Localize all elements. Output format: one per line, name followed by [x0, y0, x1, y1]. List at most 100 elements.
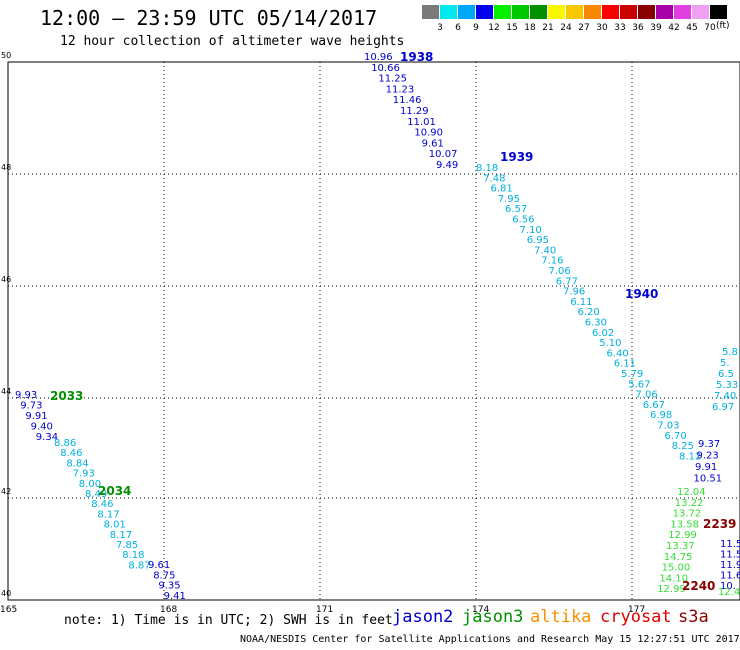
wave-height-value: 12.46	[718, 587, 740, 598]
wave-height-value: 12.99	[668, 530, 697, 541]
wave-height-value: 11.01	[407, 117, 436, 128]
legend-unit: (ft)	[716, 21, 730, 31]
wave-height-value: 5.81	[722, 347, 740, 358]
latitude-label: 46	[1, 275, 11, 284]
pass-id-label: 2240	[682, 579, 715, 593]
wave-height-value: 9.91	[695, 462, 717, 473]
wave-height-value: 8.18	[476, 163, 498, 174]
wave-height-value: 6.98	[650, 410, 672, 421]
legend-swatch-label: 15	[506, 23, 518, 33]
wave-height-value: 8.01	[104, 520, 126, 531]
wave-height-value: 9.41	[164, 591, 186, 602]
wave-height-value: 14.10	[659, 573, 688, 584]
wave-height-value: 8.12	[679, 451, 701, 462]
wave-height-value: 12.99	[657, 584, 686, 595]
wave-height-value: 8.49	[85, 489, 107, 500]
pass-id-label: 2239	[703, 517, 736, 531]
wave-height-value: 8.86	[54, 438, 76, 449]
wave-height-value: 11.5	[720, 539, 740, 550]
longitude-label: 174	[472, 605, 489, 615]
legend-swatch	[548, 5, 565, 19]
longitude-label: 165	[0, 605, 17, 615]
legend-jason2: jason2	[392, 607, 454, 627]
wave-height-value: 10.66	[371, 63, 400, 74]
wave-height-value: 9.35	[158, 581, 180, 592]
wave-height-value: 6.57	[505, 204, 527, 215]
legend-swatch	[530, 5, 547, 19]
legend-s3a: s3a	[678, 607, 709, 627]
pass-id-label: 1940	[625, 287, 658, 301]
map-title: 12:00 — 23:59 UTC 05/14/2017	[40, 6, 378, 30]
wave-height-value: 15.00	[662, 563, 691, 574]
wave-height-value: 7.96	[563, 287, 585, 298]
wave-height-value: 9.23	[697, 451, 719, 462]
wave-height-value: 7.03	[657, 421, 679, 432]
legend-swatch-label: 27	[578, 23, 590, 33]
legend-swatch	[512, 5, 529, 19]
wave-height-value: 8.17	[110, 530, 132, 541]
legend-swatch	[584, 5, 601, 19]
wave-height-value: 6.11	[570, 297, 592, 308]
wave-height-value: 5.	[720, 358, 730, 369]
wave-height-value: 6.81	[491, 184, 513, 195]
legend-jason3: jason3	[462, 607, 524, 627]
wave-height-value: 11.9	[720, 560, 740, 571]
legend-swatch	[458, 5, 475, 19]
wave-height-value: 8.18	[122, 550, 144, 561]
legend-swatch-label: 21	[542, 23, 554, 33]
wave-height-value: 5.33	[716, 380, 738, 391]
wave-height-value: 7.40	[534, 245, 556, 256]
pass-id-label: 1938	[400, 50, 433, 64]
wave-height-value: 9.73	[20, 401, 42, 412]
legend-swatch-label: 30	[596, 23, 608, 33]
legend-swatch	[422, 5, 439, 19]
wave-height-value: 6.95	[527, 235, 549, 246]
legend-swatch-label: 12	[488, 23, 500, 33]
wave-height-value: 6.77	[556, 276, 578, 287]
wave-height-value: 11.29	[400, 106, 429, 117]
map-frame	[7, 61, 740, 601]
wave-height-value: 7.16	[541, 256, 563, 267]
legend-swatch-label: 24	[560, 23, 572, 33]
wave-height-value: 6.30	[585, 318, 607, 329]
latitude-label: 44	[1, 387, 11, 396]
wave-height-value: 10.51	[694, 474, 723, 485]
credit-footer: NOAA/NESDIS Center for Satellite Applica…	[240, 634, 740, 645]
wave-height-value: 6.70	[665, 431, 687, 442]
wave-height-value: 5.67	[628, 379, 650, 390]
legend-swatch	[656, 5, 673, 19]
legend-cryosat: cryosat	[600, 607, 672, 627]
wave-height-value: 7.95	[498, 194, 520, 205]
longitude-label: 168	[160, 605, 177, 615]
wave-height-value: 7.85	[116, 540, 138, 551]
legend-swatch-label: 45	[686, 23, 698, 33]
wave-height-value: 13.58	[670, 519, 699, 530]
wave-height-value: 5.10	[599, 338, 621, 349]
wave-height-value: 8.84	[66, 458, 88, 469]
wave-height-value: 8.87	[128, 560, 150, 571]
wave-height-value: 10.07	[429, 149, 458, 160]
wave-height-value: 9.40	[31, 422, 53, 433]
legend-swatch-label: 3	[437, 23, 443, 33]
wave-height-value: 9.91	[25, 411, 47, 422]
legend-swatch	[476, 5, 493, 19]
legend-swatch	[440, 5, 457, 19]
legend-swatch-label: 33	[614, 23, 626, 33]
wave-height-value: 8.00	[79, 479, 101, 490]
wave-height-value: 13.37	[666, 541, 695, 552]
wave-height-value: 9.61	[148, 560, 170, 571]
wave-height-value: 6.5	[718, 369, 734, 380]
wave-height-value: 5.79	[621, 369, 643, 380]
wave-height-value: 6.67	[643, 400, 665, 411]
wave-height-value: 11.25	[378, 74, 407, 85]
wave-height-value: 7.48	[483, 173, 505, 184]
legend-swatch	[602, 5, 619, 19]
wave-height-value: 6.02	[592, 328, 614, 339]
wave-height-value: 8.46	[60, 448, 82, 459]
wave-height-value: 8.17	[97, 509, 119, 520]
wave-height-value: 13.72	[673, 509, 702, 520]
wave-height-value: 9.49	[436, 160, 458, 171]
legend-swatch-label: 18	[524, 23, 536, 33]
legend-swatch	[494, 5, 511, 19]
